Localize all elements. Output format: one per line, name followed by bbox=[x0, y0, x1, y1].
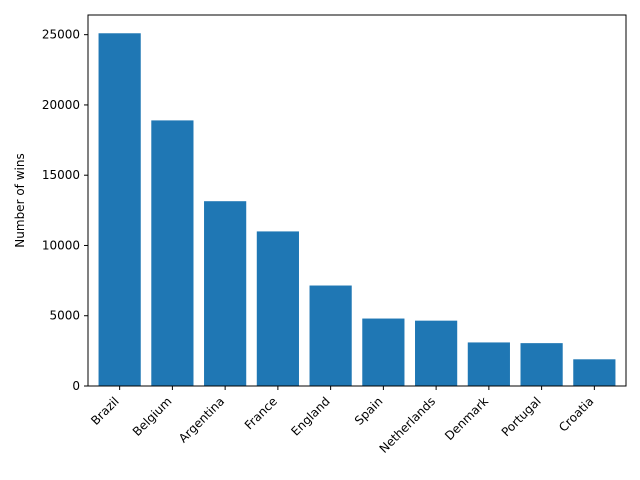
x-tick-label-denmark: Denmark bbox=[442, 394, 491, 443]
bar-portugal bbox=[520, 343, 563, 386]
bar-croatia bbox=[573, 359, 616, 386]
y-tick-label: 20000 bbox=[42, 98, 80, 112]
y-axis-label: Number of wins bbox=[13, 153, 27, 247]
plot-frame bbox=[87, 14, 627, 387]
y-tick-label: 5000 bbox=[49, 309, 80, 323]
x-tick-label-belgium: Belgium bbox=[130, 394, 175, 439]
x-axis: Brazil Belgium Argentina France England Spain… bbox=[88, 386, 596, 456]
x-tick-label-brazil: Brazil bbox=[88, 394, 122, 428]
x-tick-label-england: England bbox=[288, 394, 332, 438]
y-tick-label: 0 bbox=[72, 379, 80, 393]
bar-netherlands bbox=[415, 320, 458, 386]
x-tick-label-spain: Spain bbox=[352, 394, 386, 428]
y-tick-label: 10000 bbox=[42, 238, 80, 252]
bar-england bbox=[309, 285, 352, 386]
y-tick-label: 25000 bbox=[42, 28, 80, 42]
x-tick-label-france: France bbox=[242, 394, 280, 432]
x-tick-label-croatia: Croatia bbox=[556, 394, 596, 434]
bar-argentina bbox=[204, 201, 247, 386]
x-tick-label-portugal: Portugal bbox=[499, 394, 544, 439]
x-tick-label-argentina: Argentina bbox=[176, 394, 227, 445]
y-tick-label: 15000 bbox=[42, 168, 80, 182]
bar-brazil bbox=[98, 33, 141, 386]
bar-spain bbox=[362, 318, 405, 386]
bar-france bbox=[256, 231, 299, 386]
bar-belgium bbox=[151, 120, 194, 386]
x-tick-label-netherlands: Netherlands bbox=[377, 394, 439, 456]
bar-denmark bbox=[467, 342, 510, 386]
y-axis: 0 5000 10000 15000 20000 25000 bbox=[42, 28, 88, 393]
bars-group bbox=[98, 33, 616, 386]
